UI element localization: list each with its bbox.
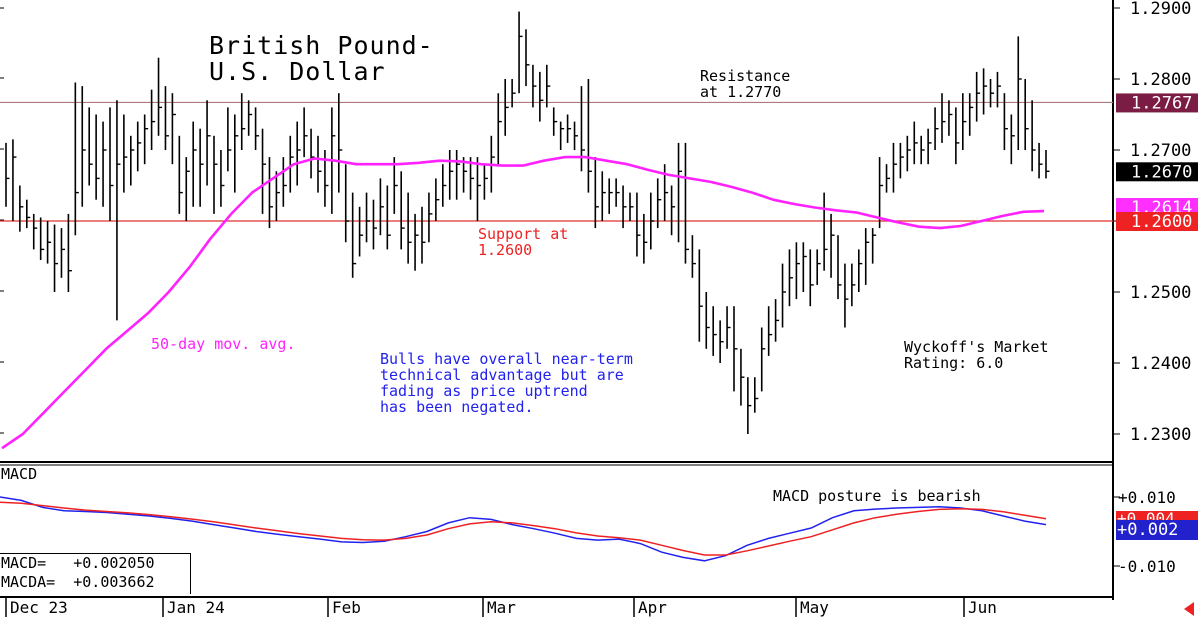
- price-tick-label: 1.2800: [1130, 70, 1191, 90]
- macd-series-macd: [0, 496, 1047, 562]
- title-line-1: British Pound-: [209, 31, 434, 60]
- price-tag-1-2670-bg: [1116, 162, 1198, 182]
- date-label: Jun: [968, 598, 997, 617]
- macda-value: MACDA= +0.003662: [1, 573, 155, 591]
- macd-tick-label: -0.010: [1118, 557, 1176, 576]
- price-tick-label: 1.2400: [1130, 354, 1191, 374]
- date-label: Dec 23: [10, 598, 68, 617]
- date-label: May: [800, 598, 829, 617]
- macd-readout-box: MACD= +0.002050 MACDA= +0.003662: [0, 553, 191, 594]
- title-line-2: U.S. Dollar: [209, 57, 386, 86]
- date-label: Apr: [638, 598, 667, 617]
- price-tick-label: 1.2300: [1130, 425, 1191, 445]
- price-tag-1-2600-label: 1.2600: [1131, 212, 1192, 232]
- price-tick-label: 1.2700: [1130, 141, 1191, 161]
- date-label: Mar: [487, 598, 516, 617]
- macd-series-macda: [0, 501, 1047, 556]
- price-tag-1-2767-bg: [1116, 93, 1198, 113]
- wyckoff-rating: Wyckoff's Market Rating: 6.0: [904, 338, 1049, 372]
- price-tag-1-2767-label: 1.2767: [1131, 93, 1192, 113]
- macd-panel-title: MACD: [1, 465, 38, 483]
- macd-tag-label: +0.002: [1117, 520, 1178, 540]
- price-tag-1-2670-label: 1.2670: [1131, 162, 1192, 182]
- bulls-commentary: Bulls have overall near-term technical a…: [380, 350, 633, 416]
- date-label: Jan 24: [167, 598, 225, 617]
- resistance-annotation: Resistance at 1.2770: [700, 67, 791, 101]
- date-label: Feb: [332, 598, 361, 617]
- support-annotation: Support at 1.2600: [478, 225, 569, 259]
- macd-value: MACD= +0.002050: [1, 554, 155, 572]
- ohlc-bars: [5, 11, 1050, 434]
- chart-title: British Pound- U.S. Dollar: [209, 33, 434, 85]
- left-arrow-icon: [1184, 602, 1194, 616]
- price-tick-label: 1.2900: [1130, 0, 1191, 19]
- macd-posture-annotation: MACD posture is bearish: [773, 487, 981, 505]
- price-tag-1-2600-bg: [1116, 212, 1198, 231]
- moving-average-line: [1, 155, 1045, 450]
- macd-tag-bg: [1116, 520, 1198, 540]
- price-tick-label: 1.2500: [1130, 283, 1191, 303]
- macd-tick-label: +0.010: [1118, 488, 1176, 507]
- moving-average-label: 50-day mov. avg.: [151, 335, 296, 353]
